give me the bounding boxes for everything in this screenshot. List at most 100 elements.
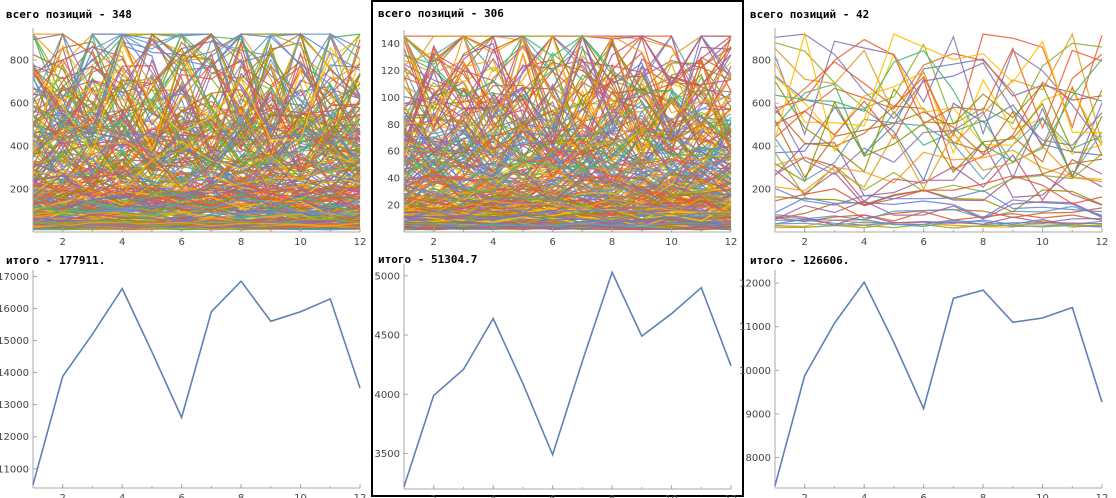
- y-tick-label: 10000: [739, 366, 771, 377]
- series-line: [32, 192, 361, 216]
- y-tick-label: 400: [10, 142, 29, 153]
- series-line: [774, 53, 1103, 146]
- series-line: [403, 34, 732, 147]
- series-line: [32, 129, 361, 191]
- x-tick-label: 6: [549, 237, 555, 248]
- series-line: [32, 191, 361, 215]
- y-tick-label: 40: [387, 174, 400, 185]
- x-tick-label: 12: [354, 237, 367, 248]
- series-line: [32, 225, 361, 230]
- series-line: [774, 197, 1103, 219]
- x-tick-label: 4: [119, 237, 125, 248]
- y-tick-label: 17000: [0, 272, 29, 283]
- series-line: [403, 128, 732, 189]
- y-tick-label: 8000: [746, 453, 771, 464]
- series-line: [32, 53, 361, 165]
- series-line: [403, 46, 732, 158]
- series-line: [32, 32, 361, 119]
- y-tick-label: 4500: [375, 331, 400, 342]
- series-line: [403, 70, 732, 162]
- series-line: [774, 83, 1103, 164]
- series-line: [403, 46, 732, 155]
- y-tick-label: 400: [752, 142, 771, 153]
- y-tick-label: 12000: [739, 279, 771, 290]
- series-line: [32, 33, 361, 139]
- top-chart-title: всего позиций - 306: [378, 7, 504, 20]
- series-group: [774, 31, 1103, 229]
- series-line: [774, 110, 1103, 179]
- series-line: [774, 187, 1103, 213]
- x-tick-label: 10: [665, 494, 678, 498]
- series-line: [403, 158, 732, 203]
- series-line: [32, 91, 361, 156]
- y-tick-label: 15000: [0, 336, 29, 347]
- y-tick-label: 3500: [375, 449, 400, 460]
- x-tick-label: 4: [861, 493, 867, 498]
- y-tick-label: 800: [752, 56, 771, 67]
- y-tick-label: 100: [381, 93, 400, 104]
- series-line: [32, 225, 361, 231]
- series-line: [32, 139, 361, 197]
- series-line: [32, 52, 361, 154]
- top-chart-title: всего позиций - 348: [6, 8, 132, 21]
- x-tick-label: 12: [725, 237, 738, 248]
- series-line: [32, 110, 361, 183]
- x-tick-label: 2: [802, 237, 808, 248]
- y-tick-label: 5000: [375, 271, 400, 282]
- series-line: [774, 49, 1103, 163]
- x-tick-label: 10: [294, 493, 307, 498]
- series-line: [32, 85, 361, 168]
- series-line: [32, 33, 361, 142]
- series-line: [403, 34, 732, 133]
- series-line: [403, 222, 732, 228]
- series-line: [774, 132, 1103, 191]
- series-line: [403, 90, 732, 176]
- y-tick-label: 120: [381, 66, 400, 77]
- series-group: [403, 34, 732, 231]
- series-line: [32, 218, 361, 227]
- series-line: [403, 35, 732, 149]
- series-line: [403, 115, 732, 178]
- x-tick-label: 4: [490, 494, 496, 498]
- series-line: [32, 33, 361, 140]
- series-line: [32, 60, 361, 164]
- y-tick-label: 600: [752, 99, 771, 110]
- series-line: [774, 52, 1103, 149]
- bottom-chart-title: итого - 51304.7: [378, 253, 478, 266]
- series-line: [32, 93, 361, 178]
- series-line: [32, 187, 361, 214]
- series-line: [403, 195, 732, 219]
- series-line: [774, 32, 1103, 146]
- x-tick-label: 8: [980, 493, 986, 498]
- series-line: [403, 35, 732, 153]
- x-tick-label: 2: [431, 494, 437, 498]
- series-line: [403, 214, 732, 226]
- series-line: [403, 224, 731, 230]
- series-line: [32, 33, 361, 135]
- series-line: [403, 204, 732, 222]
- series-line: [774, 214, 1103, 226]
- series-line: [774, 189, 1103, 213]
- bottom-chart: 2 4 6 8 10 12 11000 12000 13000 14000 15000 16000 17…: [0, 270, 366, 498]
- series-line: [403, 140, 732, 195]
- series-line: [403, 35, 732, 141]
- series-line: [32, 165, 361, 201]
- y-tick-label: 11000: [0, 464, 29, 475]
- top-chart: 2 4 6 8 10 12 200 400 600 800: [752, 28, 1108, 248]
- series-line: [774, 102, 1103, 180]
- x-tick-label: 2: [60, 237, 66, 248]
- series-line: [403, 146, 732, 195]
- series-line: [32, 41, 361, 156]
- panel-3: всего позиций - 42 2 4 6 8 10 12 200 400 600 800 …: [739, 0, 1116, 498]
- series-line: [403, 177, 732, 209]
- series-line: [32, 136, 361, 193]
- top-chart: 2 4 6 8 10 12 200 400 600 800: [10, 28, 367, 248]
- series-line: [403, 111, 732, 180]
- x-tick-label: 4: [119, 493, 125, 498]
- series-line: [32, 174, 361, 206]
- series-line: [774, 149, 1103, 192]
- panel-1: всего позиций - 348 2 4 6 8 10 12 200 400 600 800…: [0, 0, 370, 498]
- series-line: [774, 200, 1103, 221]
- series-line: [32, 190, 361, 216]
- series-line: [774, 211, 1103, 223]
